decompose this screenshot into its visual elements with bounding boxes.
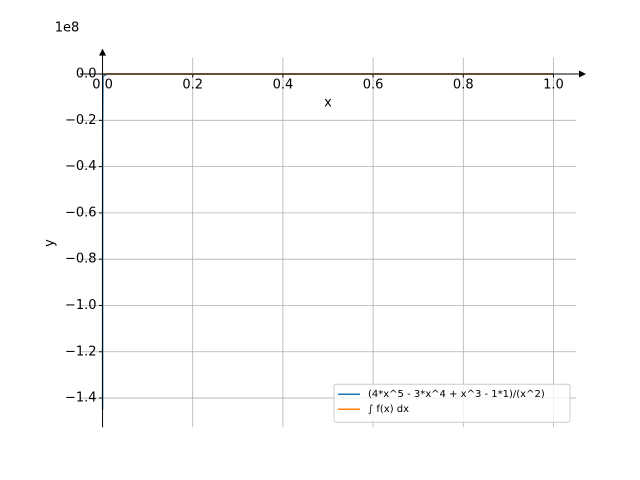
x-tick-label: 0.2 [182, 78, 203, 93]
y-tick-label: −1.0 [65, 298, 97, 313]
x-tick-label: 0.4 [273, 78, 294, 93]
y-axis-label: y [43, 239, 58, 247]
legend: (4*x^5 - 3*x^4 + x^3 - 1*1)/(x^2) ∫ f(x) … [333, 383, 571, 423]
legend-box [333, 383, 571, 423]
x-tick-label: 0.8 [453, 78, 474, 93]
x-tick-label: 0.6 [363, 78, 384, 93]
y-tick-label: −0.8 [65, 252, 97, 267]
legend-label: (4*x^5 - 3*x^4 + x^3 - 1*1)/(x^2) [368, 389, 545, 400]
y-offset-label: 1e8 [55, 21, 80, 36]
y-tick-label: −0.4 [65, 159, 97, 174]
line-series [101, 73, 554, 410]
legend-label: ∫ f(x) dx [368, 404, 409, 415]
y-tick-label: −1.4 [65, 391, 97, 406]
y-tick-label: −0.2 [65, 113, 97, 128]
y-axis-arrow [99, 48, 107, 56]
y-tick-label: −1.2 [65, 344, 97, 359]
y-tick-label: −0.6 [65, 205, 97, 220]
x-tick-label: 1.0 [543, 78, 564, 93]
x-axis-label: x [324, 96, 332, 111]
x-axis-arrow [579, 70, 586, 78]
